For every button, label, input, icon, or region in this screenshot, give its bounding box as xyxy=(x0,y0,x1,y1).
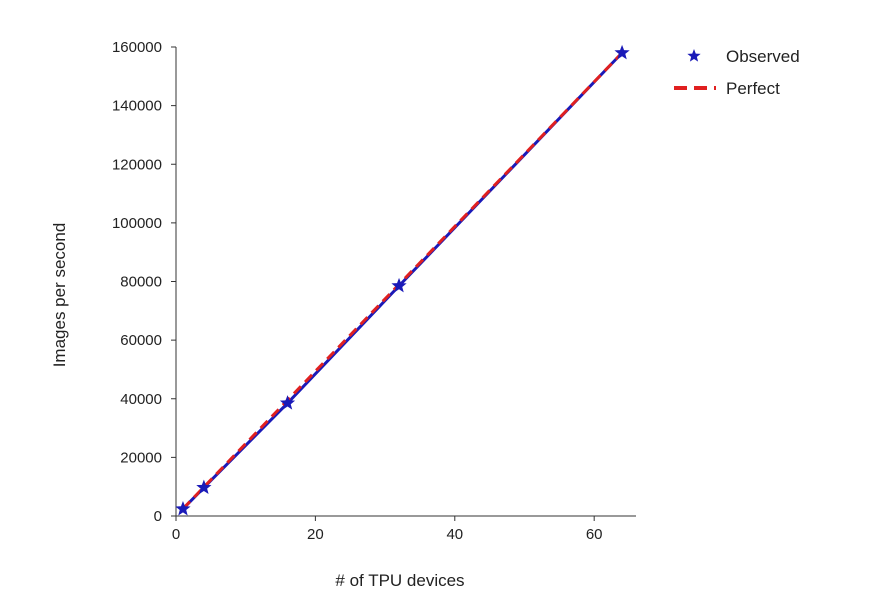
y-tick-label: 0 xyxy=(154,508,162,525)
legend-perfect-label: Perfect xyxy=(726,79,780,98)
x-tick-label: 0 xyxy=(172,526,180,543)
observed-point-star xyxy=(279,395,296,410)
legend-observed-label: Observed xyxy=(726,47,800,66)
y-tick-label: 80000 xyxy=(120,274,162,291)
series xyxy=(175,44,630,516)
y-tick-label: 40000 xyxy=(120,391,162,408)
y-tick-label: 160000 xyxy=(112,39,162,56)
x-tick-label: 60 xyxy=(586,526,603,543)
observed-point-star xyxy=(614,44,630,60)
x-tick-label: 20 xyxy=(307,526,324,543)
y-tick-label: 60000 xyxy=(120,332,162,349)
y-tick-label: 100000 xyxy=(112,215,162,232)
observed-point-star xyxy=(391,277,407,293)
y-ticks: 0 20000 40000 60000 80000 100000 120000 140000 1… xyxy=(112,39,176,525)
x-ticks: 0 20 40 60 xyxy=(172,516,603,543)
legend-observed-star-icon xyxy=(687,49,701,62)
x-axis-label: # of TPU devices xyxy=(335,571,464,590)
perfect-series-line xyxy=(181,51,624,510)
y-axis-label: Images per second xyxy=(50,223,69,368)
legend-item-perfect: Perfect xyxy=(674,79,780,98)
x-tick-label: 40 xyxy=(446,526,463,543)
observed-point-star xyxy=(196,479,212,495)
y-tick-label: 20000 xyxy=(120,449,162,466)
legend: Observed Perfect xyxy=(674,47,800,98)
observed-point-star xyxy=(175,500,191,516)
legend-item-observed: Observed xyxy=(687,47,800,66)
y-tick-label: 120000 xyxy=(112,156,162,173)
y-tick-label: 140000 xyxy=(112,98,162,115)
